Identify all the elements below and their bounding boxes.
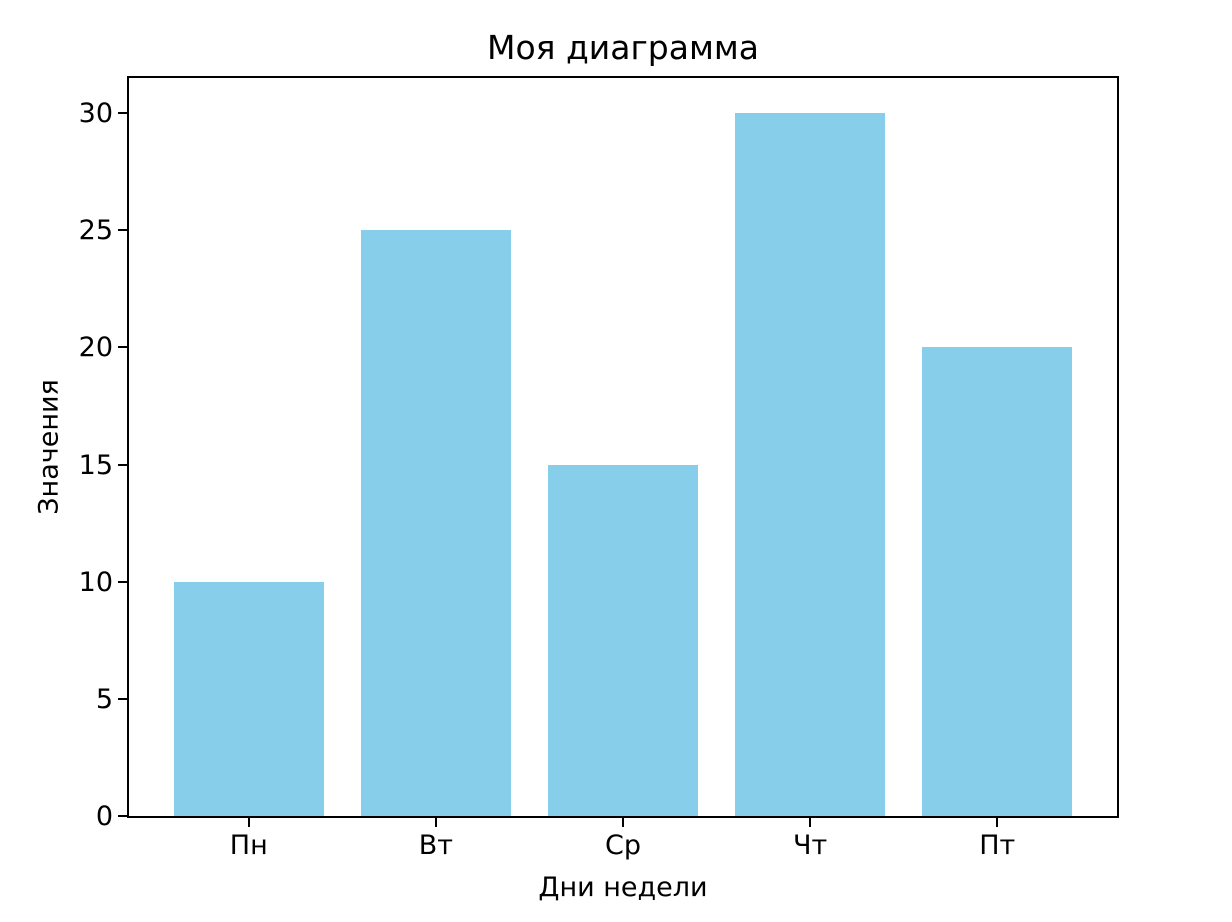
bar-Пт: [922, 347, 1073, 816]
y-tick-label: 10: [78, 566, 113, 598]
x-tick-mark: [622, 818, 624, 827]
y-tick-label: 25: [78, 215, 113, 247]
y-tick-mark: [118, 580, 127, 583]
y-tick-mark: [118, 346, 127, 349]
y-tick-mark: [118, 463, 127, 466]
x-tick-mark: [996, 818, 999, 827]
x-tick-mark: [247, 818, 250, 827]
x-tick-label: Вт: [418, 830, 454, 861]
bar-Чт: [735, 113, 885, 816]
bar-Вт: [361, 230, 511, 816]
x-tick-label: Ср: [605, 830, 641, 861]
bar-Пн: [173, 581, 324, 816]
y-tick-mark: [118, 229, 127, 232]
y-axis-label: Значения: [33, 379, 65, 515]
y-tick-label: 15: [78, 449, 113, 481]
plot-area: 0 5 10 15 20 25 30 Пн Вт Ср Чт Пт: [79, 76, 1119, 859]
x-tick-mark: [809, 818, 812, 827]
y-tick-label: 20: [78, 332, 113, 364]
y-tick-mark: [118, 697, 127, 700]
y-tick-label: 5: [95, 683, 113, 715]
chart-title: Моя диаграмма: [486, 28, 759, 67]
x-tick-mark: [434, 818, 437, 827]
y-tick-label: 30: [78, 98, 113, 130]
bar-Ср: [548, 464, 698, 816]
y-tick-mark: [118, 112, 127, 115]
x-tick-label: Пт: [979, 830, 1016, 861]
y-tick-mark: [118, 815, 127, 817]
y-tick-label: 0: [95, 801, 113, 832]
x-tick-label: Чт: [792, 830, 828, 861]
x-tick-label: Пн: [229, 830, 268, 861]
x-axis-label: Дни недели: [538, 872, 708, 903]
